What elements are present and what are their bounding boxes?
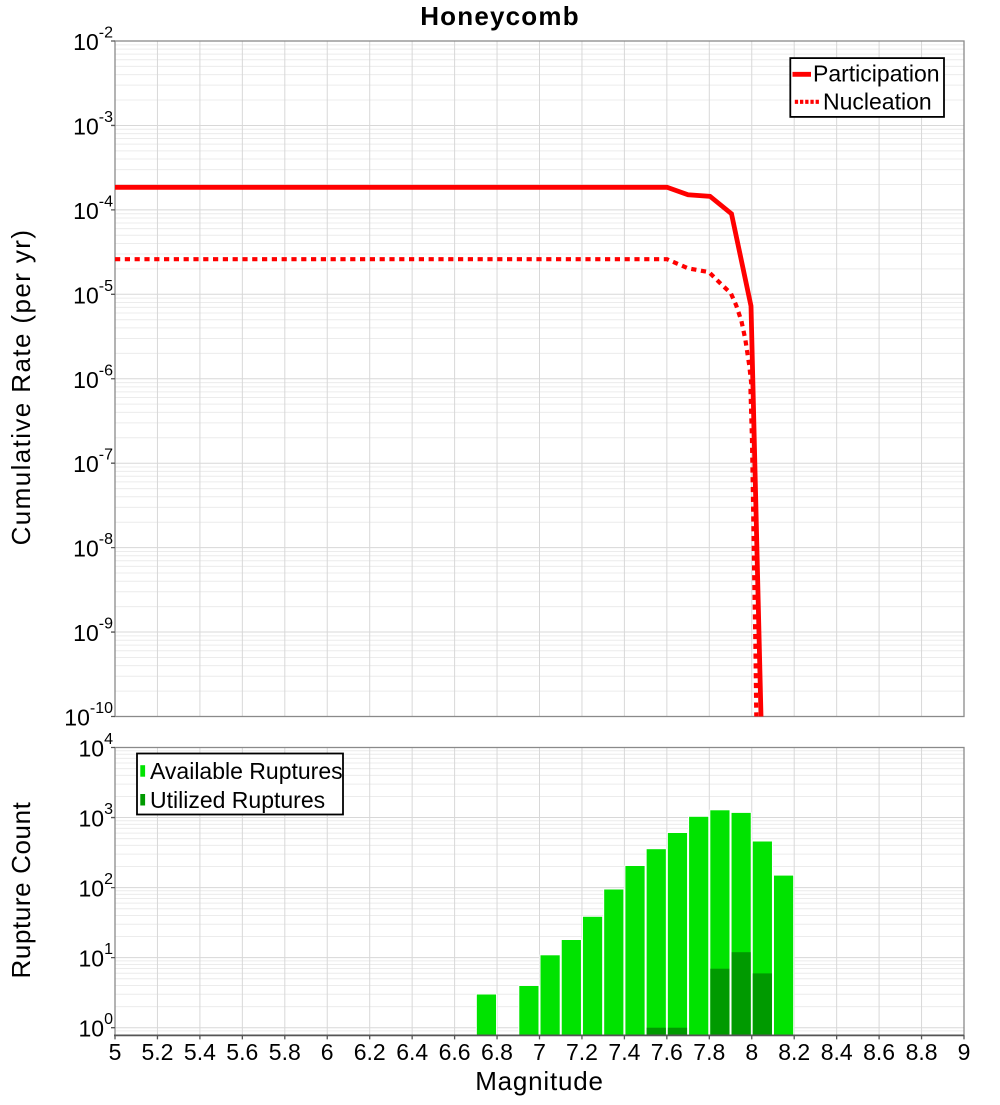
svg-text:8.8: 8.8: [906, 1039, 938, 1065]
svg-text:10-3: 10-3: [73, 109, 113, 140]
svg-text:6: 6: [321, 1039, 334, 1065]
svg-text:10-5: 10-5: [73, 278, 113, 309]
svg-text:Cumulative Rate (per yr): Cumulative Rate (per yr): [6, 229, 36, 546]
svg-text:102: 102: [79, 871, 114, 902]
svg-text:10-6: 10-6: [73, 362, 113, 393]
svg-text:Rupture Count: Rupture Count: [6, 801, 36, 978]
svg-text:6.6: 6.6: [439, 1039, 471, 1065]
svg-text:8.4: 8.4: [821, 1039, 853, 1065]
svg-text:9: 9: [958, 1039, 971, 1065]
svg-text:6.2: 6.2: [354, 1039, 386, 1065]
svg-text:5.4: 5.4: [184, 1039, 216, 1065]
svg-text:104: 104: [79, 731, 114, 762]
svg-text:6.4: 6.4: [396, 1039, 428, 1065]
svg-text:7.4: 7.4: [608, 1039, 640, 1065]
svg-text:Utilized Ruptures: Utilized Ruptures: [150, 787, 325, 813]
svg-text:7.2: 7.2: [566, 1039, 598, 1065]
svg-text:103: 103: [79, 801, 114, 832]
svg-text:8: 8: [745, 1039, 758, 1065]
svg-text:10-4: 10-4: [73, 193, 113, 224]
svg-text:10-10: 10-10: [64, 700, 113, 731]
svg-text:Magnitude: Magnitude: [475, 1066, 604, 1096]
svg-text:5.6: 5.6: [226, 1039, 258, 1065]
svg-text:8.2: 8.2: [778, 1039, 810, 1065]
svg-text:7: 7: [533, 1039, 546, 1065]
svg-text:Nucleation: Nucleation: [823, 89, 932, 115]
svg-text:Available Ruptures: Available Ruptures: [150, 758, 343, 784]
svg-text:8.6: 8.6: [863, 1039, 895, 1065]
svg-text:Participation: Participation: [813, 61, 940, 87]
svg-text:10-7: 10-7: [73, 447, 113, 478]
svg-text:7.6: 7.6: [651, 1039, 683, 1065]
svg-text:Honeycomb: Honeycomb: [420, 1, 580, 31]
svg-text:100: 100: [79, 1011, 114, 1042]
svg-text:5.8: 5.8: [269, 1039, 301, 1065]
svg-text:7.8: 7.8: [693, 1039, 725, 1065]
svg-text:101: 101: [79, 941, 114, 972]
svg-text:10-9: 10-9: [73, 616, 113, 647]
svg-text:5.2: 5.2: [142, 1039, 174, 1065]
svg-text:5: 5: [109, 1039, 122, 1065]
svg-text:10-8: 10-8: [73, 531, 113, 562]
svg-text:6.8: 6.8: [481, 1039, 513, 1065]
svg-text:10-2: 10-2: [73, 25, 113, 56]
